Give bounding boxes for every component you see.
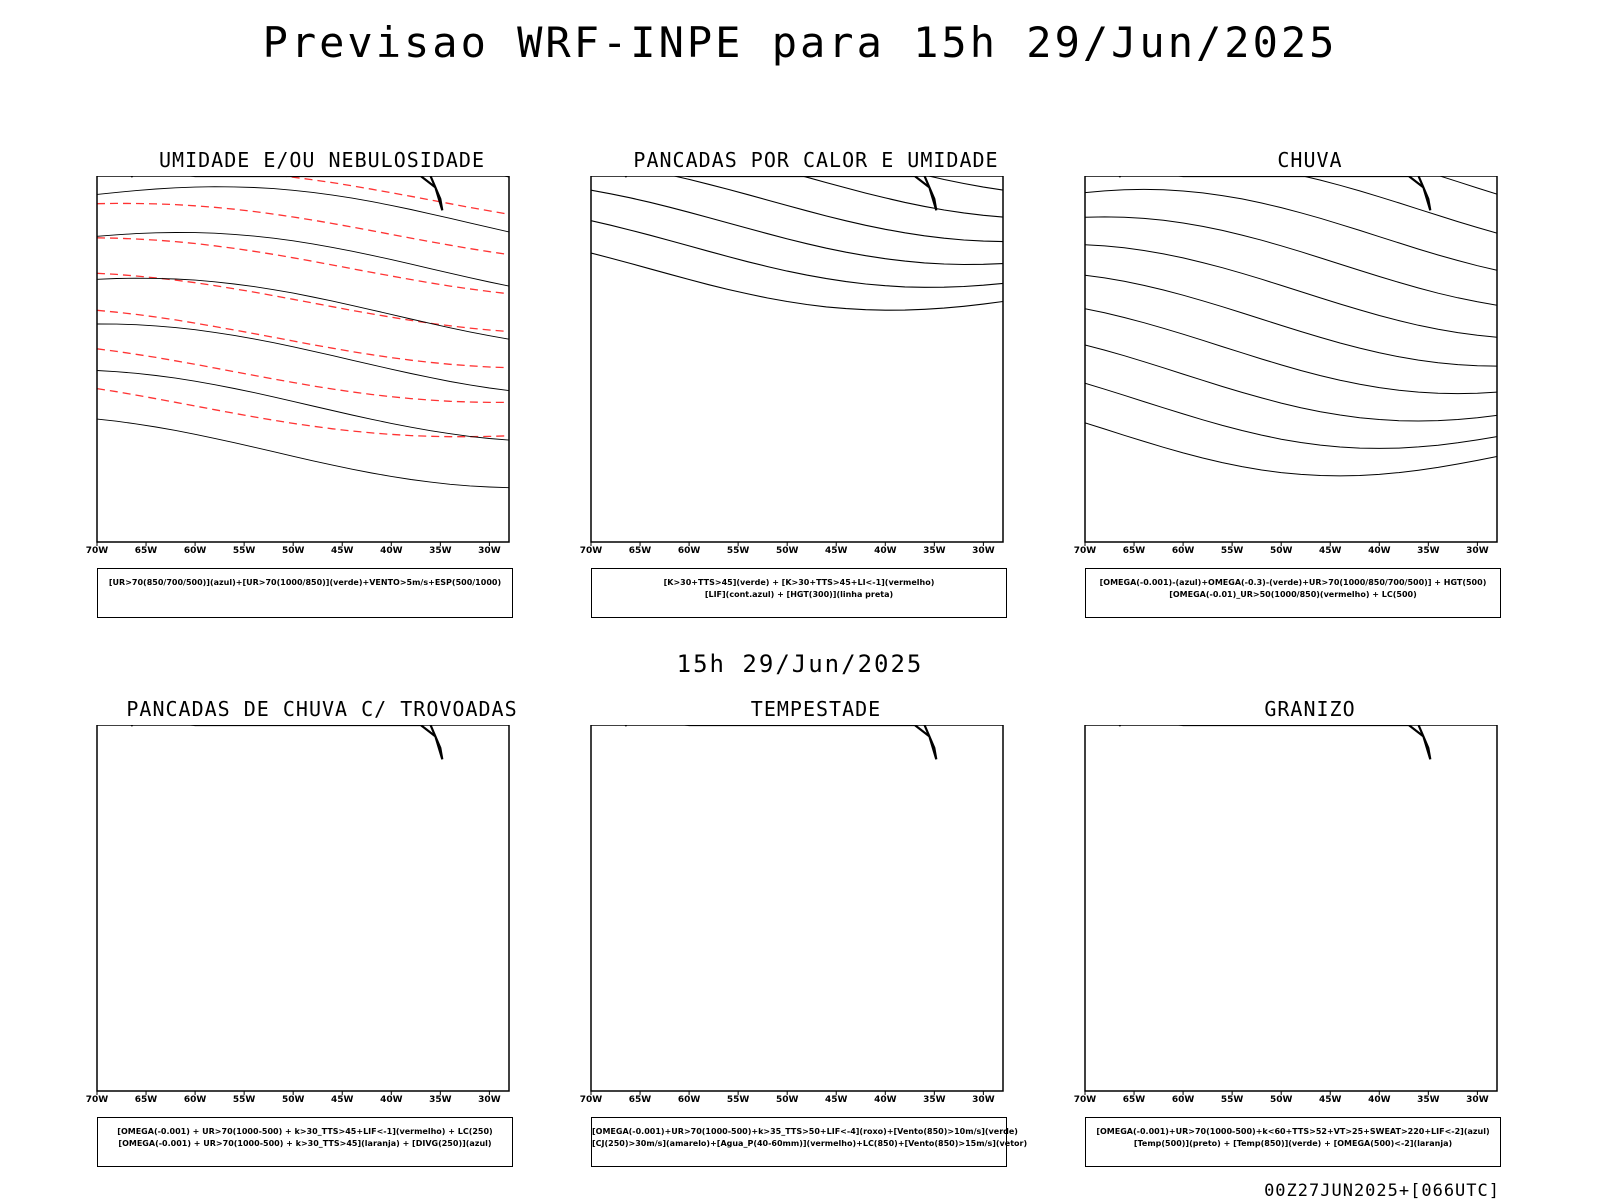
panel-title: CHUVA [1065, 148, 1555, 172]
lon-label: 60W [184, 546, 207, 556]
weather-map: 9600960095209440936092809200912090408960… [571, 176, 1061, 576]
legend-line-2: [OMEGA(-0.01)_UR>50(1000/850)(vermelho) … [1086, 589, 1500, 601]
lon-label: 70W [86, 546, 109, 556]
panel-trovoadas: PANCADAS DE CHUVA C/ TROVOADAS 12S15S18S… [77, 697, 567, 1197]
lon-label: 55W [233, 546, 256, 556]
panel-title: TEMPESTADE [571, 697, 1061, 721]
map-background [591, 725, 1003, 1091]
lon-label: 35W [923, 1095, 946, 1105]
map-legend: [K>30+TTS>45](verde) + [K>30+TTS>45+LI<-… [591, 568, 1007, 618]
lon-label: 55W [233, 1095, 256, 1105]
panel-title: PANCADAS DE CHUVA C/ TROVOADAS [77, 697, 567, 721]
main-title: Previsao WRF-INPE para 15h 29/Jun/2025 [0, 18, 1600, 67]
panel-umidade: UMIDADE E/OU NEBULOSIDADE 10121012101610… [77, 148, 567, 648]
map-background [97, 176, 509, 542]
lon-label: 35W [429, 546, 452, 556]
lon-label: 60W [678, 1095, 701, 1105]
lon-label: 70W [580, 546, 603, 556]
lon-label: 50W [1270, 546, 1293, 556]
lon-label: 30W [972, 1095, 995, 1105]
weather-map: 5885855825795765735705675645615585555525… [1065, 176, 1555, 576]
lon-label: 70W [580, 1095, 603, 1105]
weather-map: 12S15S18S21S24S27S30S33S36S39S42S70W65W6… [571, 725, 1061, 1125]
lon-label: 50W [776, 546, 799, 556]
lon-label: 50W [282, 546, 305, 556]
lon-label: 55W [727, 1095, 750, 1105]
legend-line-1: [OMEGA(-0.001) + UR>70(1000-500) + k>30_… [98, 1126, 512, 1138]
lon-label: 50W [776, 1095, 799, 1105]
map-background [1085, 176, 1497, 542]
lon-label: 65W [629, 546, 652, 556]
panel-title: GRANIZO [1065, 697, 1555, 721]
lon-label: 70W [86, 1095, 109, 1105]
legend-line-1: [OMEGA(-0.001)+UR>70(1000-500)+k>35_TTS>… [592, 1126, 1006, 1138]
lon-label: 55W [1221, 546, 1244, 556]
panel-title: UMIDADE E/OU NEBULOSIDADE [77, 148, 567, 172]
lon-label: 30W [478, 546, 501, 556]
legend-line-1: [OMEGA(-0.001)-(azul)+OMEGA(-0.3)-(verde… [1086, 577, 1500, 589]
lon-label: 30W [972, 546, 995, 556]
lon-label: 40W [380, 1095, 403, 1105]
map-background [591, 176, 1003, 542]
lon-label: 55W [727, 546, 750, 556]
map-legend: [OMEGA(-0.001) + UR>70(1000-500) + k>30_… [97, 1117, 513, 1167]
lon-label: 30W [478, 1095, 501, 1105]
lon-label: 65W [135, 546, 158, 556]
lon-label: 45W [331, 1095, 354, 1105]
lon-label: 45W [1319, 546, 1342, 556]
lon-label: 35W [429, 1095, 452, 1105]
map-background [1085, 725, 1497, 1091]
lon-label: 65W [135, 1095, 158, 1105]
lon-label: 30W [1466, 546, 1489, 556]
panel-pancadas-calor: PANCADAS POR CALOR E UMIDADE 96009600952… [571, 148, 1061, 648]
map-background [97, 725, 509, 1091]
middle-date-title: 15h 29/Jun/2025 [0, 650, 1600, 678]
weather-map: 12S15S18S21S24S27S30S33S36S39S42S70W65W6… [77, 725, 567, 1125]
lon-label: 60W [1172, 546, 1195, 556]
lon-label: 50W [282, 1095, 305, 1105]
lon-label: 40W [1368, 546, 1391, 556]
panel-chuva: CHUVA 5885855825795765735705675645615585… [1065, 148, 1555, 648]
lon-label: 70W [1074, 546, 1097, 556]
lon-label: 35W [1417, 546, 1440, 556]
map-legend: [OMEGA(-0.001)+UR>70(1000-500)+k>35_TTS>… [591, 1117, 1007, 1167]
legend-line-1: [K>30+TTS>45](verde) + [K>30+TTS>45+LI<-… [592, 577, 1006, 589]
lon-label: 40W [874, 1095, 897, 1105]
map-legend: [UR>70(850/700/500)](azul)+[UR>70(1000/8… [97, 568, 513, 618]
lon-label: 40W [874, 546, 897, 556]
map-legend: [OMEGA(-0.001)-(azul)+OMEGA(-0.3)-(verde… [1085, 568, 1501, 618]
panel-title: PANCADAS POR CALOR E UMIDADE [571, 148, 1061, 172]
panel-tempestade: TEMPESTADE 12S15S18S21S24S27S30S33S36S39… [571, 697, 1061, 1197]
legend-line-2: [OMEGA(-0.001) + UR>70(1000-500) + k>30_… [98, 1138, 512, 1150]
weather-map: -9-12-15-18-21-24-27-30-331512963182124-… [1065, 725, 1555, 1125]
lon-label: 60W [184, 1095, 207, 1105]
lon-label: 40W [380, 546, 403, 556]
weather-map: 1012101210161016101610201020101610121008… [77, 176, 567, 576]
lon-label: 35W [923, 546, 946, 556]
legend-line-2: [CJ(250)>30m/s](amarelo)+[Agua_P(40-60mm… [592, 1138, 1006, 1150]
lon-label: 45W [331, 546, 354, 556]
panel-granizo: GRANIZO -9-12-15-18-21-24-27-30-33151296… [1065, 697, 1555, 1197]
lon-label: 65W [1123, 546, 1146, 556]
lon-label: 45W [825, 1095, 848, 1105]
legend-line-1: [UR>70(850/700/500)](azul)+[UR>70(1000/8… [98, 577, 512, 589]
lon-label: 65W [629, 1095, 652, 1105]
lon-label: 45W [825, 546, 848, 556]
lon-label: 60W [678, 546, 701, 556]
legend-line-2: [LIF](cont.azul) + [HGT(300)](linha pret… [592, 589, 1006, 601]
